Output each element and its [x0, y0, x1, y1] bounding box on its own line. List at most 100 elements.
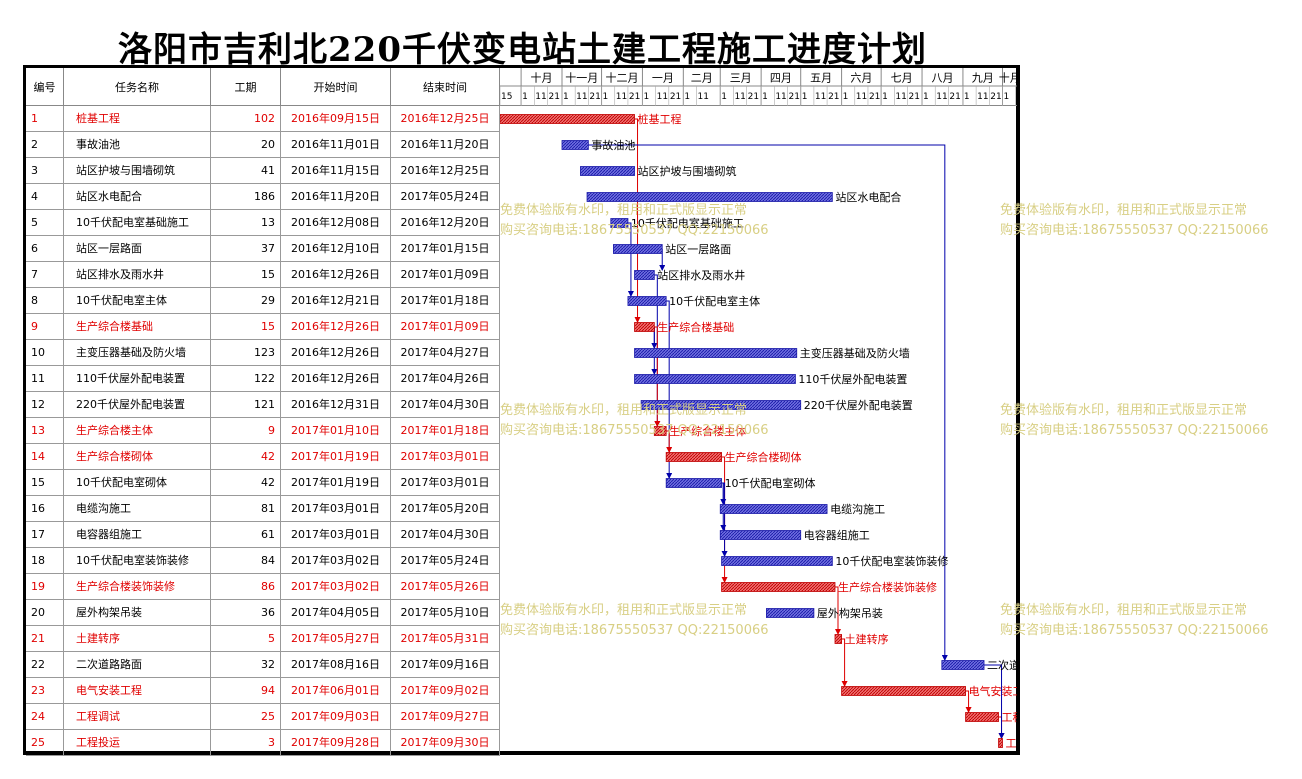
header-task-name[interactable]: 任务名称: [64, 68, 211, 106]
dependency-link: [666, 430, 673, 453]
task-end-cell: 2017年04月27日: [391, 340, 500, 366]
day-tick-label: 21: [990, 92, 1001, 102]
table-row[interactable]: 4 站区水电配合 186 2016年11月20日 2017年05月24日: [26, 184, 500, 210]
table-row[interactable]: 6 站区一层路面 37 2016年12月10日 2017年01月15日: [26, 236, 500, 262]
table-row[interactable]: 8 10千伏配电室主体 29 2016年12月21日 2017年01月18日: [26, 288, 500, 314]
task-start-cell: 2017年03月01日: [281, 522, 391, 548]
bar-label: 站区护坡与围墙砌筑: [638, 164, 737, 178]
table-row[interactable]: 22 二次道路路面 32 2017年08月16日 2017年09月16日: [26, 652, 500, 678]
table-row[interactable]: 18 10千伏配电室装饰装修 84 2017年03月02日 2017年05月24日: [26, 548, 500, 574]
gantt-bar[interactable]: [634, 322, 655, 332]
gantt-bar[interactable]: [766, 608, 815, 618]
table-row[interactable]: 7 站区排水及雨水井 15 2016年12月26日 2017年01月09日: [26, 262, 500, 288]
table-row[interactable]: 20 屋外构架吊装 36 2017年04月05日 2017年05月10日: [26, 600, 500, 626]
task-id-cell: 14: [26, 444, 64, 470]
gantt-bar[interactable]: [580, 166, 635, 176]
task-id-cell: 20: [26, 600, 64, 626]
table-row[interactable]: 14 生产综合楼砌体 42 2017年01月19日 2017年03月01日: [26, 444, 500, 470]
watermark-line: 购买咨询电话:18675550537 QQ:22150066: [500, 623, 769, 638]
task-start-cell: 2017年04月05日: [281, 600, 391, 626]
gantt-bar[interactable]: [965, 712, 999, 722]
gantt-bar[interactable]: [500, 114, 635, 124]
gantt-bar[interactable]: [665, 452, 722, 462]
table-row[interactable]: 11 110千伏屋外配电装置 122 2016年12月26日 2017年04月26日: [26, 366, 500, 392]
task-name-cell: 站区排水及雨水井: [64, 262, 211, 288]
gantt-bar[interactable]: [665, 478, 722, 488]
table-row[interactable]: 24 工程调试 25 2017年09月03日 2017年09月27日: [26, 704, 500, 730]
task-name-cell: 生产综合楼装饰装修: [64, 574, 211, 600]
task-duration-cell: 102: [211, 106, 281, 132]
table-row[interactable]: 12 220千伏屋外配电装置 121 2016年12月31日 2017年04月30日: [26, 392, 500, 418]
gantt-bar[interactable]: [834, 634, 842, 644]
gantt-bar[interactable]: [941, 660, 985, 670]
header-id[interactable]: 编号: [26, 68, 64, 106]
day-tick-label: 1: [762, 92, 768, 102]
gantt-bar[interactable]: [627, 296, 667, 306]
day-tick-label: 1: [923, 92, 929, 102]
table-row[interactable]: 17 电容器组施工 61 2017年03月01日 2017年04月30日: [26, 522, 500, 548]
task-start-cell: 2016年12月26日: [281, 262, 391, 288]
table-row[interactable]: 3 站区护坡与围墙砌筑 41 2016年11月15日 2016年12月25日: [26, 158, 500, 184]
table-row[interactable]: 5 10千伏配电室基础施工 13 2016年12月08日 2016年12月20日: [26, 210, 500, 236]
gantt-bar[interactable]: [634, 374, 796, 384]
gantt-bar[interactable]: [640, 400, 802, 410]
header-start[interactable]: 开始时间: [281, 68, 391, 106]
task-end-cell: 2017年04月26日: [391, 366, 500, 392]
table-row[interactable]: 10 主变压器基础及防火墙 123 2016年12月26日 2017年04月27日: [26, 340, 500, 366]
task-start-cell: 2017年03月02日: [281, 574, 391, 600]
task-name-cell: 土建转序: [64, 626, 211, 652]
task-name-cell: 站区护坡与围墙砌筑: [64, 158, 211, 184]
day-tick-label: 11: [657, 92, 668, 102]
task-id-cell: 5: [26, 210, 64, 236]
header-end[interactable]: 结束时间: [391, 68, 500, 106]
day-tick-label: 1: [684, 92, 690, 102]
gantt-bar[interactable]: [719, 504, 828, 514]
gantt-bar[interactable]: [998, 738, 1003, 748]
table-row[interactable]: 13 生产综合楼主体 9 2017年01月10日 2017年01月18日: [26, 418, 500, 444]
task-duration-cell: 86: [211, 574, 281, 600]
table-row[interactable]: 25 工程投运 3 2017年09月28日 2017年09月30日: [26, 730, 500, 756]
header-duration[interactable]: 工期: [211, 68, 281, 106]
task-name-cell: 桩基工程: [64, 106, 211, 132]
task-name-cell: 工程投运: [64, 730, 211, 756]
gantt-bar[interactable]: [561, 140, 589, 150]
task-end-cell: 2017年09月30日: [391, 730, 500, 756]
table-row[interactable]: 1 桩基工程 102 2016年09月15日 2016年12月25日: [26, 106, 500, 132]
task-id-cell: 9: [26, 314, 64, 340]
task-end-cell: 2017年01月18日: [391, 288, 500, 314]
bar-label: 工程调试: [1002, 711, 1017, 724]
gantt-bar[interactable]: [841, 686, 966, 696]
table-row[interactable]: 23 电气安装工程 94 2017年06月01日 2017年09月02日: [26, 678, 500, 704]
table-row[interactable]: 9 生产综合楼基础 15 2016年12月26日 2017年01月09日: [26, 314, 500, 340]
bar-label: 事故油池: [591, 138, 635, 152]
watermark-line: 免费体验版有水印，租用和正式版显示正常: [500, 403, 748, 418]
table-row[interactable]: 19 生产综合楼装饰装修 86 2017年03月02日 2017年05月26日: [26, 574, 500, 600]
task-end-cell: 2017年09月16日: [391, 652, 500, 678]
gantt-bar[interactable]: [653, 426, 667, 436]
day-tick-label: 1: [563, 92, 569, 102]
task-duration-cell: 186: [211, 184, 281, 210]
gantt-bar[interactable]: [613, 244, 663, 254]
table-row[interactable]: 2 事故油池 20 2016年11月01日 2016年11月20日: [26, 132, 500, 158]
task-end-cell: 2017年05月26日: [391, 574, 500, 600]
table-row[interactable]: 15 10千伏配电室砌体 42 2017年01月19日 2017年03月01日: [26, 470, 500, 496]
table-row[interactable]: 16 电缆沟施工 81 2017年03月01日 2017年05月20日: [26, 496, 500, 522]
gantt-bar[interactable]: [610, 218, 629, 228]
task-end-cell: 2017年05月24日: [391, 184, 500, 210]
task-name-cell: 二次道路路面: [64, 652, 211, 678]
gantt-bar[interactable]: [719, 530, 802, 540]
bar-label: 主变压器基础及防火墙: [800, 346, 910, 360]
gantt-bar[interactable]: [634, 348, 798, 358]
table-row[interactable]: 21 土建转序 5 2017年05月27日 2017年05月31日: [26, 626, 500, 652]
gantt-bar[interactable]: [586, 192, 833, 202]
task-duration-cell: 61: [211, 522, 281, 548]
gantt-bar[interactable]: [721, 582, 836, 592]
gantt-bar[interactable]: [634, 270, 655, 280]
dependency-link: [634, 118, 641, 323]
bar-label: 10千伏配电室装饰装修: [835, 554, 948, 568]
gantt-bar[interactable]: [721, 556, 833, 566]
watermark: 免费体验版有水印，租用和正式版显示正常 购买咨询电话:18675550537 QQ…: [500, 601, 769, 641]
task-end-cell: 2016年12月25日: [391, 158, 500, 184]
watermark-line: 购买咨询电话:18675550537 QQ:22150066: [500, 423, 769, 438]
